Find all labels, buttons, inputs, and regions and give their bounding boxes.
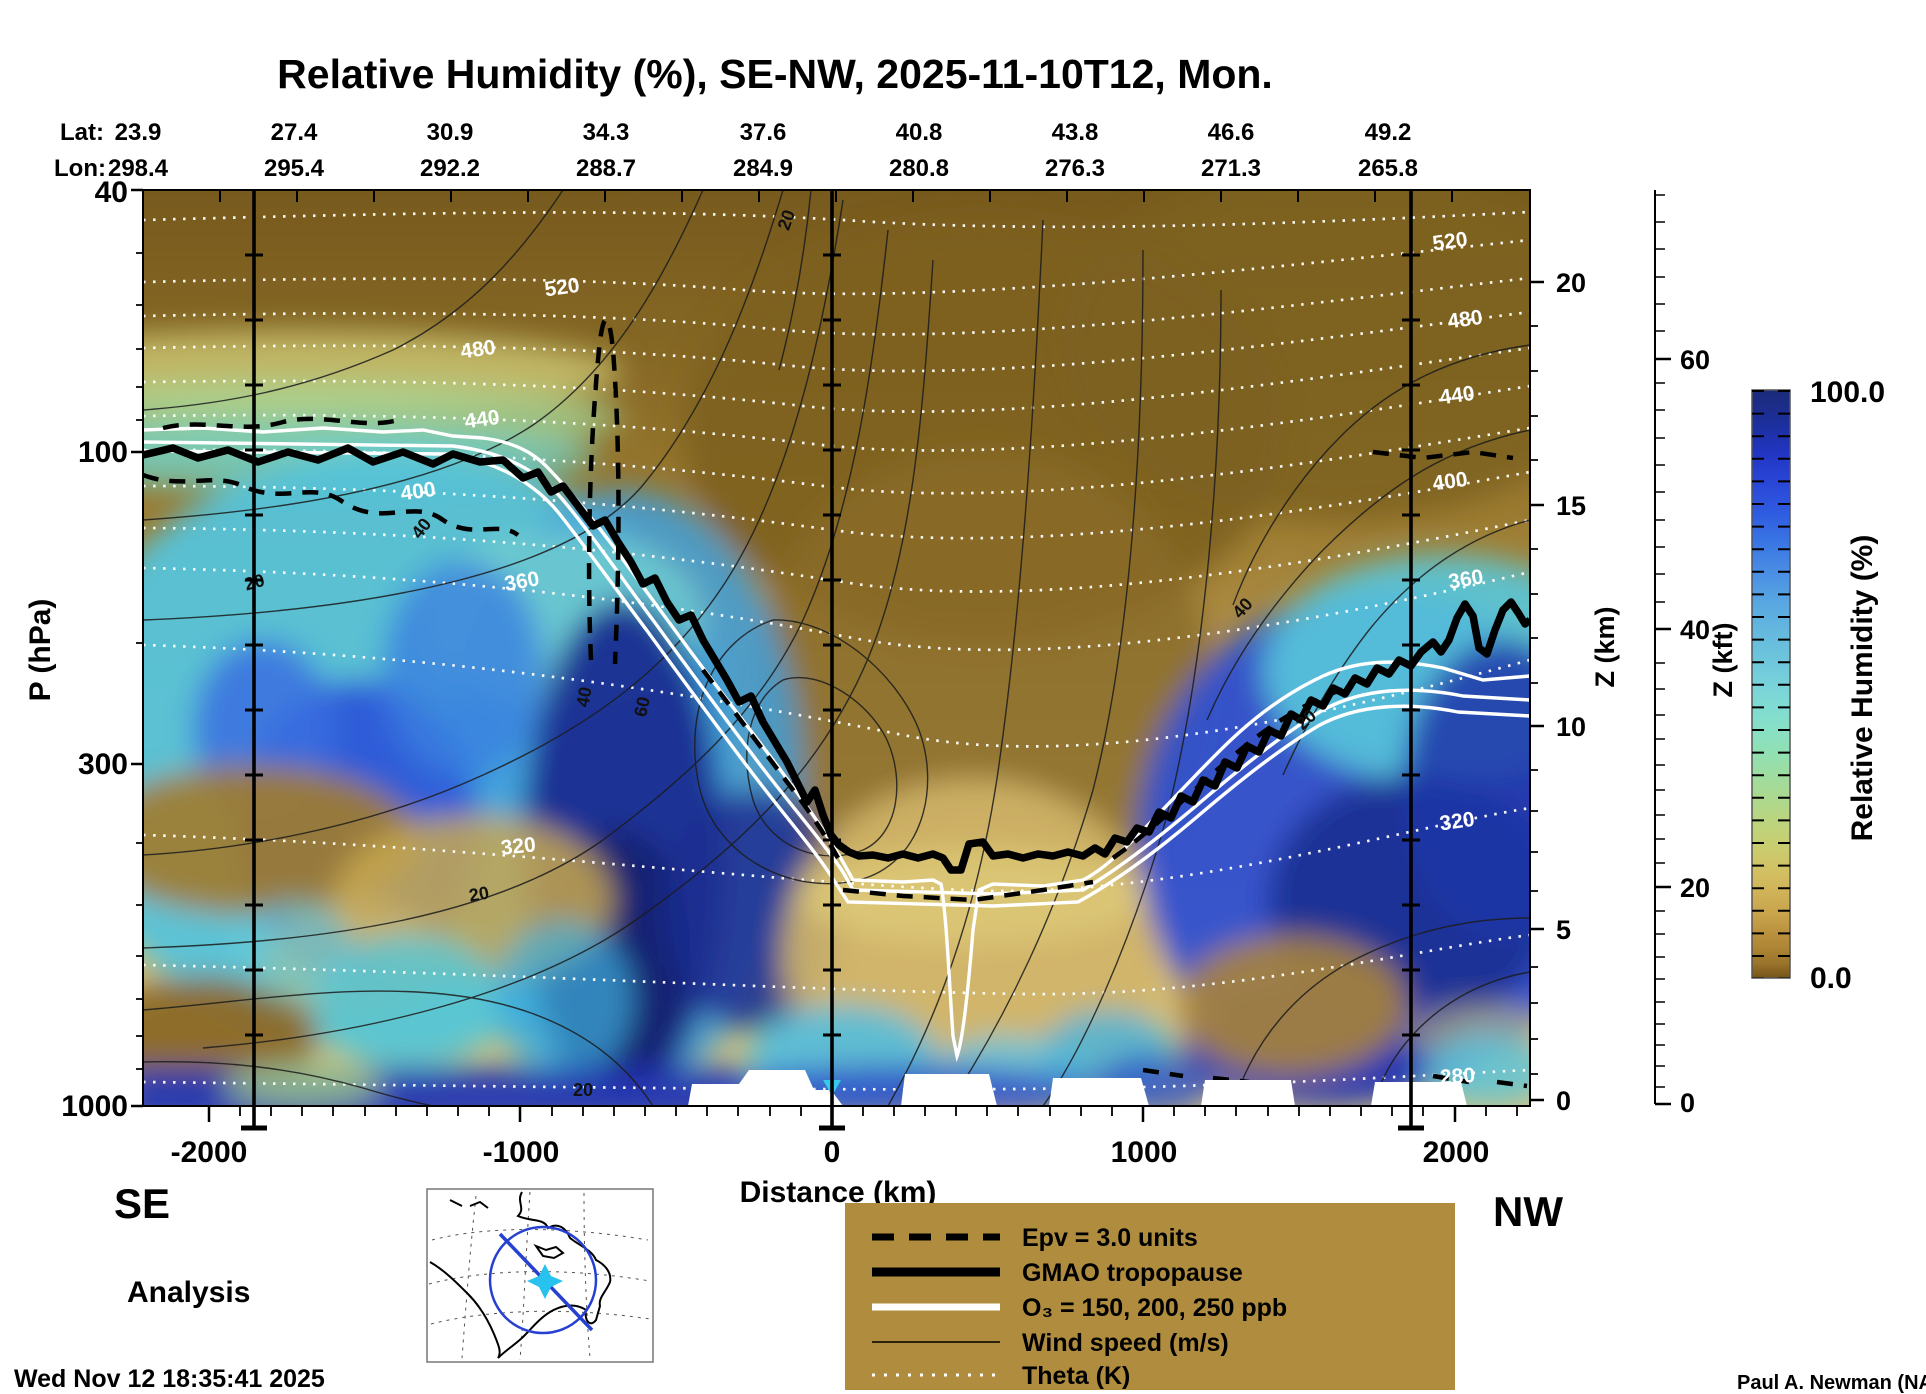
zkm-tick-15: 15 — [1556, 491, 1586, 521]
distance-axis: -2000 -1000 0 1000 2000 Distance (km) — [171, 1136, 1490, 1209]
map-range-circle — [488, 1225, 598, 1335]
zkft-tick-60: 60 — [1680, 345, 1710, 375]
lat-value: 34.3 — [583, 119, 630, 146]
legend-ozone-label: O₃ = 150, 200, 250 ppb — [1022, 1294, 1287, 1322]
lon-value: 295.4 — [264, 155, 325, 182]
cross-section-plot: 520 480 440 400 360 320 520 480 440 400 … — [131, 188, 1544, 1131]
zkm-tick-5: 5 — [1556, 915, 1571, 945]
lon-value: 276.3 — [1045, 155, 1105, 182]
svg-text:40: 40 — [573, 685, 596, 708]
svg-text:20: 20 — [573, 1080, 593, 1100]
svg-text:320: 320 — [1438, 808, 1476, 836]
z-km-axis-title: Z (km) — [1590, 607, 1620, 688]
lon-value: 284.9 — [733, 155, 793, 182]
zkft-tick-0: 0 — [1680, 1088, 1695, 1118]
z-kft-axis: 60 40 20 0 Z (kft) — [1654, 190, 1738, 1118]
legend-epv-label: Epv = 3.0 units — [1022, 1224, 1198, 1252]
legend-theta-label: Theta (K) — [1022, 1362, 1130, 1390]
zkm-tick-0: 0 — [1556, 1086, 1571, 1116]
p-tick-40: 40 — [95, 176, 128, 209]
map-center-star — [527, 1264, 563, 1299]
lon-value: 298.4 — [108, 155, 169, 182]
pressure-axis-title: P (hPa) — [24, 599, 57, 702]
legend: Epv = 3.0 units GMAO tropopause O₃ = 150… — [845, 1203, 1455, 1390]
x-tick-2000: 2000 — [1423, 1136, 1490, 1169]
svg-text:440: 440 — [1438, 382, 1476, 410]
lat-value: 40.8 — [896, 119, 943, 146]
terrain-silhouette — [688, 1070, 1467, 1106]
zkft-tick-20: 20 — [1680, 873, 1710, 903]
lat-value: 37.6 — [740, 119, 787, 146]
x-tick-1000: 1000 — [1111, 1136, 1178, 1169]
svg-text:60: 60 — [630, 695, 654, 719]
analysis-label: Analysis — [127, 1276, 250, 1309]
legend-wind-label: Wind speed (m/s) — [1022, 1329, 1229, 1357]
plot-frame — [131, 188, 1544, 1122]
theta-contours — [143, 210, 1530, 1091]
lat-value: 23.9 — [115, 119, 162, 146]
svg-text:520: 520 — [1431, 228, 1469, 256]
lat-row-label: Lat: — [60, 119, 104, 146]
lat-value: 46.6 — [1208, 119, 1255, 146]
svg-text:480: 480 — [1446, 306, 1484, 334]
svg-text:320: 320 — [500, 833, 537, 860]
zkm-tick-20: 20 — [1556, 268, 1586, 298]
lon-row-label: Lon: — [54, 155, 106, 182]
z-kft-axis-title: Z (kft) — [1708, 623, 1738, 698]
svg-text:280: 280 — [1439, 1064, 1476, 1089]
svg-text:480: 480 — [459, 336, 497, 364]
lon-value: 280.8 — [889, 155, 949, 182]
ozone-contours — [143, 426, 1530, 1063]
map-coastlines — [429, 1191, 612, 1359]
credit-attribution: Paul A. Newman (NASA — [1737, 1372, 1926, 1394]
zkft-tick-40: 40 — [1680, 615, 1710, 645]
lat-value: 30.9 — [427, 119, 474, 146]
tropopause-line — [143, 444, 1530, 874]
lat-value: 43.8 — [1052, 119, 1099, 146]
endpoint-nw-label: NW — [1493, 1188, 1563, 1235]
svg-text:20: 20 — [467, 883, 490, 906]
generation-timestamp: Wed Nov 12 18:35:41 2025 — [14, 1365, 325, 1393]
latlon-header: Lat: Lon: 23.9 27.4 30.9 34.3 37.6 40.8 … — [54, 119, 1418, 182]
lon-value: 265.8 — [1358, 155, 1418, 182]
svg-text:400: 400 — [399, 478, 437, 506]
x-tick-m2000: -2000 — [171, 1136, 248, 1169]
endpoint-se-label: SE — [114, 1180, 170, 1227]
lat-value: 49.2 — [1365, 119, 1412, 146]
legend-tropopause-label: GMAO tropopause — [1022, 1259, 1243, 1287]
lon-value: 271.3 — [1201, 155, 1261, 182]
colorbar-max: 100.0 — [1810, 376, 1885, 409]
svg-text:400: 400 — [1431, 468, 1469, 496]
transect-reference-lines — [241, 190, 1424, 1131]
x-tick-m1000: -1000 — [483, 1136, 560, 1169]
svg-text:440: 440 — [463, 406, 501, 434]
x-tick-0: 0 — [824, 1136, 841, 1169]
rh-filled-field — [143, 190, 1530, 1106]
lon-value: 288.7 — [576, 155, 636, 182]
p-tick-1000: 1000 — [61, 1090, 128, 1123]
map-inset — [426, 1188, 654, 1363]
colorbar: 100.0 0.0 Relative Humidity (%) — [1751, 376, 1885, 995]
p-tick-300: 300 — [78, 748, 128, 781]
p-tick-100: 100 — [78, 436, 128, 469]
zkm-tick-10: 10 — [1556, 712, 1586, 742]
svg-text:520: 520 — [543, 274, 581, 302]
colorbar-title: Relative Humidity (%) — [1846, 535, 1879, 842]
lat-value: 27.4 — [271, 119, 318, 146]
pressure-axis: 40 100 300 1000 P (hPa) — [24, 176, 128, 1123]
colorbar-min: 0.0 — [1810, 962, 1852, 995]
page-title: Relative Humidity (%), SE-NW, 2025-11-10… — [277, 51, 1273, 97]
z-km-axis: 20 15 10 5 0 Z (km) — [1556, 268, 1620, 1116]
lon-value: 292.2 — [420, 155, 480, 182]
